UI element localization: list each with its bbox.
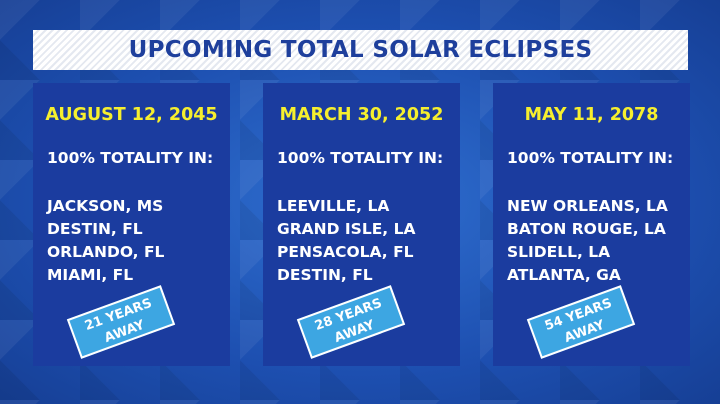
eclipse-panel: MAY 11, 2078 100% TOTALITY IN: NEW ORLEANS… bbox=[493, 83, 690, 366]
city-list: LEEVILLE, LA GRAND ISLE, LA PENSACOLA, FL D… bbox=[277, 195, 415, 287]
city: DESTIN, FL bbox=[47, 220, 143, 238]
years-away-badge: 28 YEARS AWAY bbox=[296, 285, 406, 359]
eclipse-date: AUGUST 12, 2045 bbox=[45, 105, 218, 125]
eclipse-panel: MARCH 30, 2052 100% TOTALITY IN: LEEVILLE,… bbox=[263, 83, 460, 366]
city: NEW ORLEANS, LA bbox=[507, 197, 668, 215]
title: UPCOMING TOTAL SOLAR ECLIPSES bbox=[33, 30, 688, 70]
city: SLIDELL, LA bbox=[507, 243, 611, 261]
city: LEEVILLE, LA bbox=[277, 197, 390, 215]
totality-heading: 100% TOTALITY IN: bbox=[47, 149, 214, 167]
totality-heading: 100% TOTALITY IN: bbox=[277, 149, 444, 167]
totality-heading: 100% TOTALITY IN: bbox=[507, 149, 674, 167]
city: GRAND ISLE, LA bbox=[277, 220, 416, 238]
city: JACKSON, MS bbox=[47, 197, 164, 215]
city-list: JACKSON, MS DESTIN, FL ORLANDO, FL MIAMI, F… bbox=[47, 195, 164, 287]
city: BATON ROUGE, LA bbox=[507, 220, 666, 238]
eclipse-panel: AUGUST 12, 2045 100% TOTALITY IN: JACKSON,… bbox=[33, 83, 230, 366]
city: ORLANDO, FL bbox=[47, 243, 165, 261]
city: MIAMI, FL bbox=[47, 266, 134, 284]
city: ATLANTA, GA bbox=[507, 266, 621, 284]
city: DESTIN, FL bbox=[277, 266, 373, 284]
eclipse-date: MARCH 30, 2052 bbox=[279, 105, 444, 125]
years-away-badge: 54 YEARS AWAY bbox=[526, 285, 636, 359]
years-away-badge: 21 YEARS AWAY bbox=[66, 285, 176, 359]
city: PENSACOLA, FL bbox=[277, 243, 414, 261]
eclipse-date: MAY 11, 2078 bbox=[524, 105, 659, 125]
city-list: NEW ORLEANS, LA BATON ROUGE, LA SLIDELL, L… bbox=[507, 195, 668, 287]
